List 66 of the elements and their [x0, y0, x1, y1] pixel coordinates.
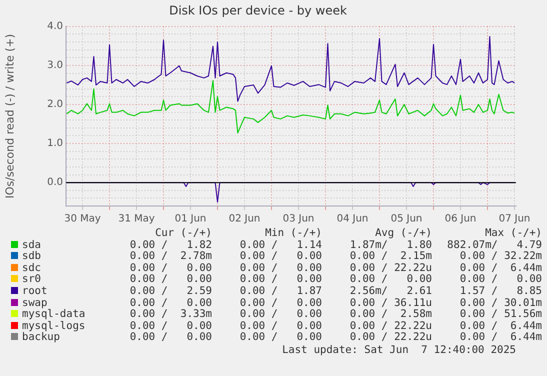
text: 0.00 / 22.22u: [348, 262, 432, 274]
text: 0.00 / 0.00: [238, 250, 322, 263]
chart-title: Disk IOs per device - by week: [169, 3, 347, 18]
legend-label: mysql-data: [21, 308, 86, 321]
y-tick-label: 2.0: [47, 99, 63, 110]
text: 0.00 / 22.22u: [348, 331, 432, 344]
text: 0.00 / 0.00: [128, 320, 212, 332]
text: 0.00 / 6.44m: [458, 320, 542, 332]
text: 2.56m/ 2.61: [348, 284, 432, 298]
text: 0.00 / 6.44m: [458, 331, 542, 344]
text: 0.00 / 0.00: [238, 273, 322, 286]
x-tick-label: 30 May: [64, 214, 101, 225]
x-tick-label: 04 Jun: [336, 214, 368, 225]
text: Cur (-/+): [154, 227, 212, 240]
legend-label: sda: [21, 238, 42, 251]
text: 0.00 / 0.00: [238, 308, 322, 321]
text: 1.87m/ 1.80: [348, 238, 432, 251]
text: 0.00 / 0.00: [238, 262, 322, 274]
x-tick-label: 31 May: [118, 214, 155, 225]
legend-label: sdc: [21, 262, 42, 274]
text: 0.00 / 30.01m: [458, 296, 542, 309]
text: 0.00 / 32.22m: [458, 250, 542, 263]
text: 0.00 / 0.00: [128, 296, 212, 309]
text: 0.00 / 0.00: [128, 273, 212, 286]
text: 0.00 / 0.00: [128, 331, 212, 344]
text: 0.00 / 2.78m: [128, 250, 212, 263]
text: 0.00 / 0.00: [348, 273, 432, 286]
y-tick-label: 1.0: [47, 138, 63, 150]
text: 0.00 / 2.15m: [348, 250, 432, 263]
text: Avg (-/+): [374, 227, 432, 240]
x-tick-label: 02 Jun: [228, 214, 260, 225]
text: Last update: Sat Jun 7 12:40:00 2025: [281, 344, 516, 356]
y-tick-label: 3.0: [47, 60, 63, 72]
y-tick-label: 4.0: [47, 20, 63, 32]
legend-label: sr0: [21, 273, 42, 286]
text: 0.00 / 22.22u: [348, 320, 432, 332]
text: 0.00 / 0.00: [128, 262, 212, 274]
text: 0.00 / 1.82: [128, 238, 212, 251]
text: 0.00 / 3.33m: [128, 308, 212, 321]
x-tick-label: 07 Jun: [498, 214, 530, 225]
text: 0.00 / 0.00: [238, 296, 322, 309]
y-tick-label: 0.0: [47, 177, 63, 188]
text: 0.00 / 0.00: [238, 320, 322, 332]
legend-label: swap: [21, 296, 48, 309]
text: 882.07m/ 4.79: [446, 238, 542, 251]
text: 0.00 / 36.11u: [348, 296, 432, 309]
text: 0.00 / 2.59: [128, 284, 212, 298]
text: 0.00 / 0.00: [458, 273, 542, 286]
x-tick-label: 06 Jun: [444, 214, 476, 225]
legend-label: sdb: [21, 250, 42, 263]
text: 0.00 / 0.00: [238, 331, 322, 344]
text: 0.00 / 6.44m: [458, 262, 542, 274]
text: 0.00 / 1.14: [238, 238, 322, 251]
text: Max (-/+): [484, 227, 542, 240]
y-axis-title: IOs/second read (-) / write (+): [3, 34, 16, 198]
text: 1.57 / 8.85: [458, 284, 542, 298]
text: 0.00 / 51.56m: [458, 308, 542, 321]
x-tick-label: 01 Jun: [174, 214, 206, 225]
text: 0.00 / 1.87: [238, 284, 322, 298]
text: Min (-/+): [264, 227, 322, 240]
x-tick-label: 03 Jun: [282, 214, 314, 225]
x-tick-label: 05 Jun: [390, 214, 422, 225]
legend-label: backup: [21, 331, 60, 344]
legend-label: root: [21, 284, 48, 298]
text: 0.00 / 2.58m: [348, 308, 432, 321]
legend-label: mysql-logs: [21, 320, 86, 332]
